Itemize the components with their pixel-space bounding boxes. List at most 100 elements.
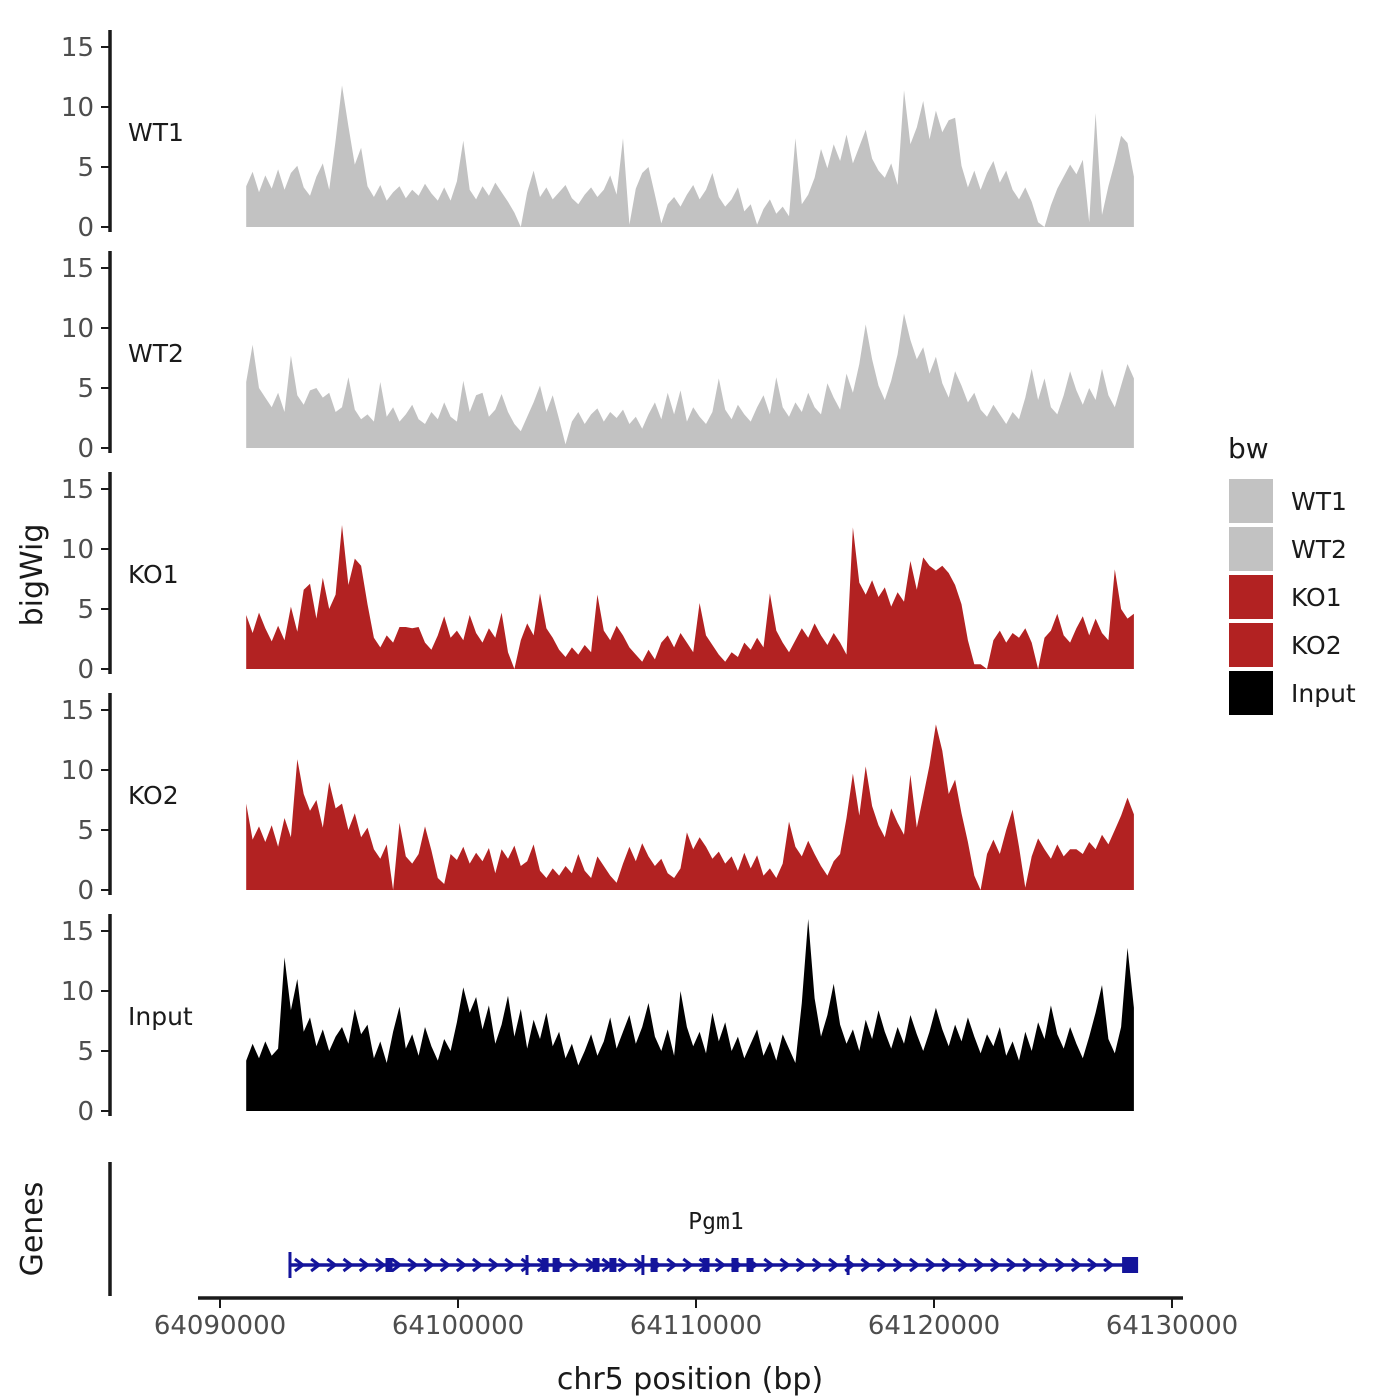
strand-arrow-icon (892, 1257, 905, 1273)
exon-box (552, 1258, 560, 1272)
strand-arrow-icon (617, 1257, 630, 1273)
strand-arrow-icon (1087, 1257, 1099, 1273)
y-tick-label: 0 (77, 434, 94, 464)
strand-arrow-icon (358, 1257, 371, 1273)
strand-arrow-icon (957, 1257, 969, 1273)
strand-arrow-icon (439, 1257, 452, 1273)
coverage-area-ko1 (246, 525, 1134, 669)
exon-box (731, 1258, 739, 1272)
legend-entry-ko2: KO2 (1229, 623, 1342, 667)
y-axis-title-bigwig: bigWig (15, 524, 50, 627)
strand-arrow-icon (1054, 1257, 1067, 1273)
panel-wt2: 0 5 10 15 WT2 (61, 251, 1134, 464)
y-tick-label: 0 (77, 876, 94, 906)
strand-arrow-icon (860, 1257, 872, 1273)
strand-arrow-icon (391, 1257, 403, 1273)
x-tick-label: 64110000 (630, 1311, 762, 1341)
track-label-wt1: WT1 (128, 118, 184, 147)
strand-arrow-icon (828, 1257, 840, 1273)
strand-arrow-icon (941, 1257, 953, 1273)
strand-arrow-icon (666, 1257, 678, 1273)
y-tick-label: 0 (77, 213, 94, 243)
x-tick-label: 64100000 (392, 1311, 524, 1341)
legend-entry-label: Input (1291, 679, 1356, 708)
gene-panel (108, 1162, 1139, 1296)
y-tick-label: 0 (77, 1097, 94, 1127)
legend-key-swatch (1229, 623, 1273, 667)
strand-arrow-icon (472, 1257, 484, 1273)
panel-input: 0 5 10 15 Input (61, 914, 1134, 1127)
y-axis-title-genes: Genes (15, 1182, 50, 1277)
y-tick-label: 10 (61, 93, 94, 123)
strand-arrow-icon (326, 1257, 338, 1273)
legend-key-swatch (1229, 575, 1273, 619)
x-tick-label: 64130000 (1106, 1311, 1238, 1341)
strand-arrow-icon (795, 1257, 808, 1273)
track-label-input: Input (128, 1002, 193, 1031)
legend-entry-input: Input (1229, 671, 1356, 715)
y-tick-label: 5 (77, 1037, 94, 1067)
strand-arrow-icon (763, 1257, 775, 1273)
y-tick-label: 10 (61, 314, 94, 344)
strand-arrow-icon (714, 1257, 727, 1273)
x-axis: 64090000 64100000 64110000 64120000 64130000 (154, 1296, 1238, 1341)
track-label-ko2: KO2 (128, 781, 179, 810)
track-label-ko1: KO1 (128, 560, 179, 589)
coverage-area-wt1 (246, 85, 1134, 228)
exon-box (746, 1258, 754, 1272)
exon-box (592, 1258, 600, 1272)
legend-entry-label: WT2 (1291, 535, 1347, 564)
legend-entry-label: WT1 (1291, 487, 1347, 516)
exon-box (609, 1258, 617, 1272)
y-tick-label: 10 (61, 756, 94, 786)
strand-arrow-icon (374, 1257, 387, 1273)
panel-ko1: 0 5 10 15 KO1 (61, 472, 1134, 685)
legend-entry-label: KO1 (1291, 583, 1342, 612)
coverage-area-wt2 (246, 313, 1134, 448)
strand-arrow-icon (569, 1257, 581, 1273)
legend-entry-wt2: WT2 (1229, 527, 1347, 571)
y-tick-label: 15 (61, 33, 94, 63)
coverage-panels: 0 5 10 15 WT1 0 5 10 15 WT2 0 5 10 15 KO1 0 5 10 15 KO2 0 5 10… (61, 30, 1134, 1127)
y-tick-label: 10 (61, 977, 94, 1007)
strand-arrow-icon (488, 1257, 500, 1273)
legend-entry-ko1: KO1 (1229, 575, 1342, 619)
strand-arrow-icon (682, 1257, 694, 1273)
strand-arrow-icon (407, 1257, 419, 1273)
y-tick-label: 5 (77, 816, 94, 846)
exon-box (385, 1258, 393, 1272)
y-tick-label: 5 (77, 374, 94, 404)
y-tick-label: 15 (61, 696, 94, 726)
x-tick-label: 64090000 (154, 1311, 286, 1341)
y-tick-label: 5 (77, 153, 94, 183)
strand-arrow-icon (909, 1257, 921, 1273)
exon-box (702, 1258, 710, 1272)
legend-title: bw (1228, 432, 1269, 465)
legend-entry-label: KO2 (1291, 631, 1342, 660)
strand-arrow-icon (1006, 1257, 1018, 1273)
exon-bar (846, 1255, 850, 1275)
strand-arrow-icon (342, 1257, 354, 1273)
strand-arrow-icon (1038, 1257, 1050, 1273)
panel-wt1: 0 5 10 15 WT1 (61, 30, 1134, 243)
coverage-area-ko2 (246, 724, 1134, 890)
coverage-area-input (246, 919, 1134, 1111)
exon-bar (525, 1255, 529, 1275)
strand-arrow-icon (520, 1257, 532, 1273)
exon-box (541, 1258, 549, 1272)
y-tick-label: 15 (61, 917, 94, 947)
y-tick-label: 5 (77, 595, 94, 625)
legend-key-swatch (1229, 527, 1273, 571)
strand-arrow-icon (989, 1257, 1002, 1273)
x-axis-title: chr5 position (bp) (557, 1362, 823, 1397)
panel-ko2: 0 5 10 15 KO2 (61, 693, 1134, 906)
strand-arrow-icon (294, 1257, 306, 1273)
strand-arrow-icon (1022, 1257, 1034, 1273)
y-tick-label: 15 (61, 254, 94, 284)
legend-key-swatch (1229, 479, 1273, 523)
strand-arrow-icon (811, 1257, 824, 1273)
legend: WT1 WT2 KO1 KO2 Input (1229, 479, 1356, 715)
strand-arrow-icon (1103, 1257, 1115, 1273)
